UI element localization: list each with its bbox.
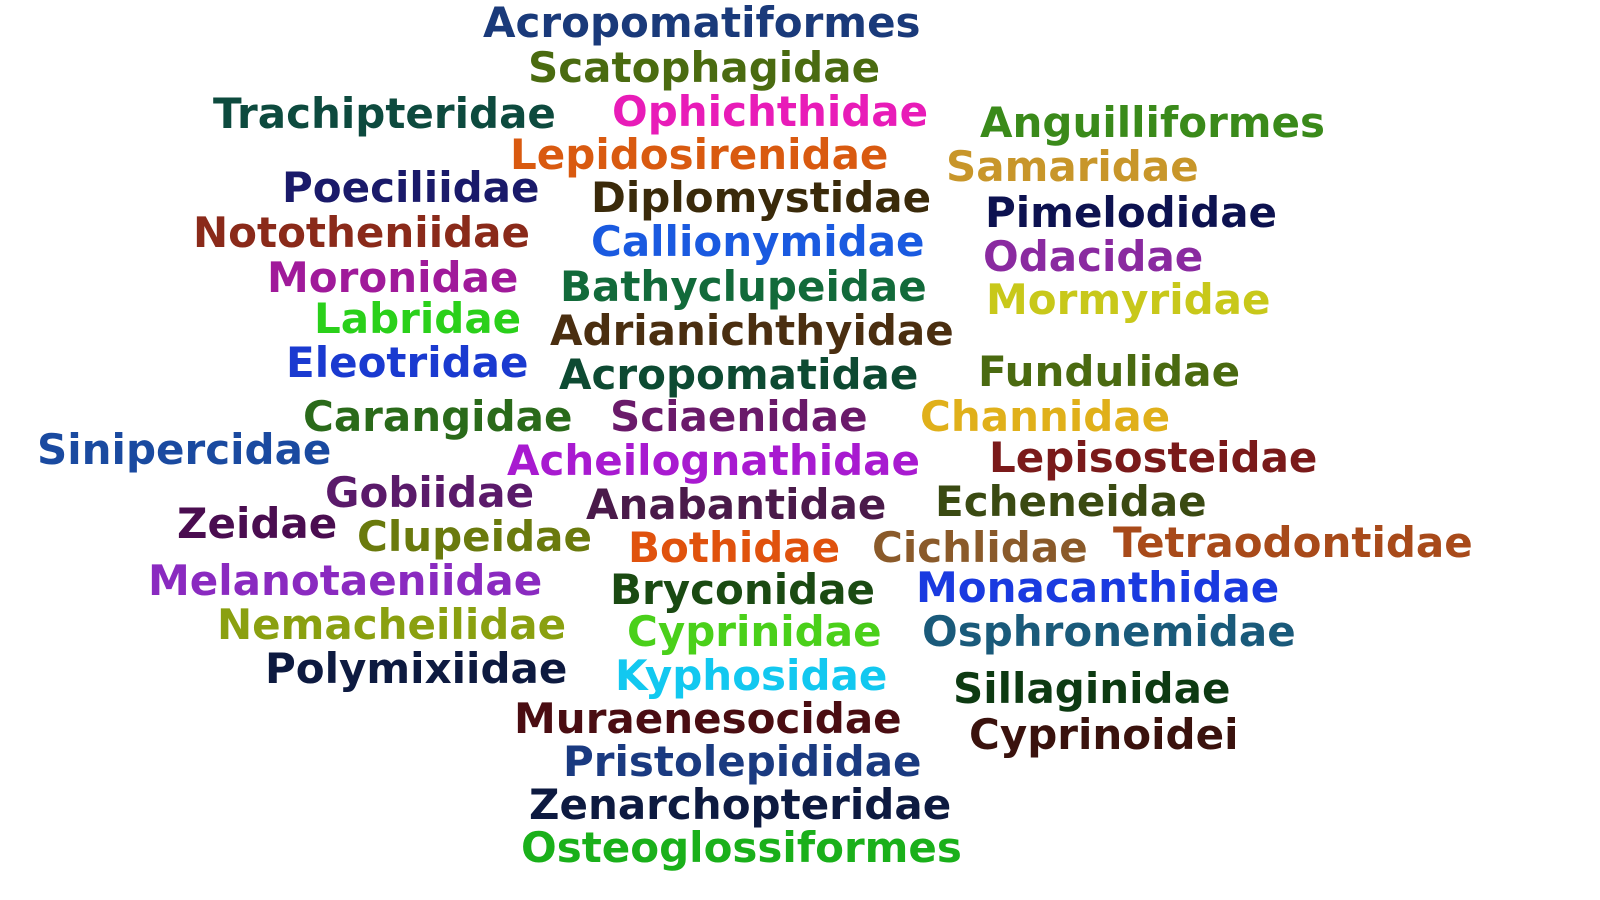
word-clupeidae: Clupeidae xyxy=(357,512,592,561)
word-echeneidae: Echeneidae xyxy=(935,477,1207,526)
word-ophichthidae: Ophichthidae xyxy=(612,87,929,136)
word-moronidae: Moronidae xyxy=(267,253,519,302)
word-osteoglossiformes: Osteoglossiformes xyxy=(521,823,962,872)
word-zenarchopteridae: Zenarchopteridae xyxy=(529,780,952,829)
word-polymixiidae: Polymixiidae xyxy=(265,644,568,693)
word-anguilliformes: Anguilliformes xyxy=(980,98,1326,147)
word-nemacheilidae: Nemacheilidae xyxy=(217,600,567,649)
word-cyprinoidei: Cyprinoidei xyxy=(969,710,1239,759)
word-sillaginidae: Sillaginidae xyxy=(953,664,1231,713)
word-cichlidae: Cichlidae xyxy=(872,523,1088,572)
word-bothidae: Bothidae xyxy=(628,523,841,572)
word-monacanthidae: Monacanthidae xyxy=(916,563,1280,612)
word-bryconidae: Bryconidae xyxy=(610,565,876,614)
word-diplomystidae: Diplomystidae xyxy=(591,173,932,222)
word-osphronemidae: Osphronemidae xyxy=(922,607,1296,656)
word-nototheniidae: Nototheniidae xyxy=(193,208,530,257)
word-odacidae: Odacidae xyxy=(983,232,1204,281)
word-muraenesocidae: Muraenesocidae xyxy=(514,694,902,743)
word-kyphosidae: Kyphosidae xyxy=(615,651,888,700)
word-adrianichthyidae: Adrianichthyidae xyxy=(550,306,954,355)
word-callionymidae: Callionymidae xyxy=(591,217,925,266)
word-channidae: Channidae xyxy=(920,392,1171,441)
word-anabantidae: Anabantidae xyxy=(586,480,887,529)
word-fundulidae: Fundulidae xyxy=(978,347,1241,396)
word-sciaenidae: Sciaenidae xyxy=(610,392,868,441)
word-eleotridae: Eleotridae xyxy=(286,338,529,387)
word-trachipteridae: Trachipteridae xyxy=(213,89,556,138)
word-bathyclupeidae: Bathyclupeidae xyxy=(560,262,927,311)
word-mormyridae: Mormyridae xyxy=(986,275,1271,324)
word-pristolepididae: Pristolepididae xyxy=(563,737,922,786)
word-tetraodontidae: Tetraodontidae xyxy=(1113,518,1473,567)
word-lepidosirenidae: Lepidosirenidae xyxy=(510,130,889,179)
word-sinipercidae: Sinipercidae xyxy=(37,425,332,474)
word-labridae: Labridae xyxy=(314,294,522,343)
word-carangidae: Carangidae xyxy=(303,392,573,441)
word-melanotaeniidae: Melanotaeniidae xyxy=(148,556,543,605)
word-pimelodidae: Pimelodidae xyxy=(985,188,1278,237)
word-cyprinidae: Cyprinidae xyxy=(627,607,882,656)
word-gobiidae: Gobiidae xyxy=(325,468,535,517)
word-scatophagidae: Scatophagidae xyxy=(528,43,881,92)
word-acheilognathidae: Acheilognathidae xyxy=(507,436,921,485)
word-acropomatiformes: Acropomatiformes xyxy=(483,0,921,47)
word-samaridae: Samaridae xyxy=(946,142,1199,191)
word-lepisosteidae: Lepisosteidae xyxy=(989,433,1318,482)
word-poeciliidae: Poeciliidae xyxy=(282,163,540,212)
word-zeidae: Zeidae xyxy=(177,499,338,548)
word-acropomatidae: Acropomatidae xyxy=(559,350,919,399)
